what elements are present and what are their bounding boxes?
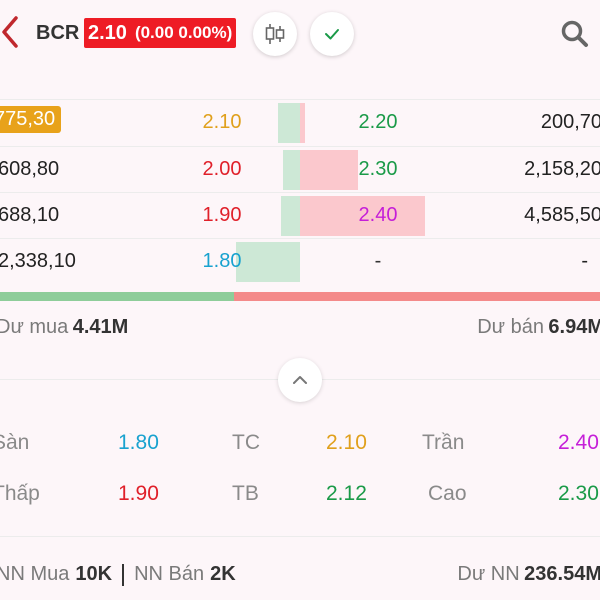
sell-ratio-fill (234, 292, 600, 301)
ask-price[interactable]: 2.30 (358, 158, 398, 180)
reference-label: TC (232, 431, 260, 454)
bid-volume: 775,30 (0, 106, 62, 133)
ceiling-label: Trần (422, 431, 465, 454)
foreign-buy-label: NN Mua (0, 563, 70, 585)
ask-volume: 200,70 (540, 111, 600, 133)
chevron-up-icon (293, 376, 307, 384)
average-label: TB (232, 482, 259, 505)
divider (0, 192, 600, 193)
ticker-symbol: BCR (36, 22, 80, 44)
total-sell-value: 6.94M (548, 316, 600, 338)
divider (0, 238, 600, 239)
ask-price[interactable]: 2.20 (358, 111, 398, 133)
floor-label: Sàn (0, 431, 30, 454)
bid-price[interactable]: 1.90 (202, 204, 242, 226)
candlestick-icon (265, 24, 285, 44)
orderbook-row[interactable]: 608,80 2.00 2.30 2,158,20 (0, 147, 600, 193)
ask-price[interactable]: 2.40 (358, 204, 398, 226)
ask-price[interactable]: - (374, 250, 382, 272)
chevron-left-icon (2, 16, 18, 48)
floor-value: 1.80 (118, 431, 159, 454)
total-sell-label: Dư bán (477, 316, 544, 338)
buy-sell-ratio-bar (0, 292, 600, 301)
price-change: (0.00 0.00%) (134, 23, 233, 42)
high-value: 2.30 (558, 482, 599, 505)
orderbook-row[interactable]: 688,10 1.90 2.40 4,585,50 (0, 193, 600, 239)
back-button[interactable] (0, 14, 26, 50)
orderbook-row[interactable]: 775,30 2.10 2.20 200,70 (0, 100, 600, 146)
foreign-sell-value: 2K (210, 563, 236, 585)
bid-volume-bar (283, 150, 300, 190)
foreign-net-value: 236.54M (524, 563, 600, 585)
divider (0, 99, 600, 100)
separator (122, 563, 125, 586)
foreign-net: Dư NN 236.54M (457, 563, 600, 586)
foreign-trading: NN Mua 10K NN Bán 2K (0, 563, 236, 586)
ask-volume-bar (300, 103, 305, 143)
ask-volume: - (581, 250, 588, 272)
low-value: 1.90 (118, 482, 159, 505)
total-buy: Dư mua 4.41M (0, 316, 128, 339)
collapse-button[interactable] (278, 358, 322, 402)
buy-ratio-fill (0, 292, 234, 301)
search-button[interactable] (560, 12, 600, 56)
foreign-net-label: Dư NN (457, 563, 520, 585)
ask-volume: 4,585,50 (524, 204, 600, 226)
ceiling-value: 2.40 (558, 431, 599, 454)
average-value: 2.12 (326, 482, 367, 505)
confirm-button[interactable] (310, 12, 354, 56)
low-label: Thấp (0, 482, 40, 505)
high-label: Cao (428, 482, 467, 505)
foreign-buy-value: 10K (75, 563, 113, 585)
reference-value: 2.10 (326, 431, 367, 454)
bid-volume-bar (236, 242, 300, 282)
price-badge: 2.10 (0.00 0.00%) (84, 18, 237, 48)
bid-price[interactable]: 2.10 (202, 111, 242, 133)
bid-price[interactable]: 2.00 (202, 158, 242, 180)
foreign-sell-label: NN Bán (134, 563, 205, 585)
ask-volume-bar (300, 196, 425, 236)
bid-price[interactable]: 1.80 (202, 250, 242, 272)
bid-volume: 608,80 (0, 158, 60, 180)
total-buy-label: Dư mua (0, 316, 69, 338)
search-icon (561, 20, 588, 47)
bid-volume: 688,10 (0, 204, 60, 226)
orderbook-row[interactable]: 2,338,10 1.80 - - (0, 239, 600, 285)
bid-volume-bar (281, 196, 300, 236)
divider (0, 146, 600, 147)
ask-volume-bar (300, 150, 358, 190)
bid-volume-bar (278, 103, 300, 143)
ask-volume: 2,158,20 (524, 158, 600, 180)
bid-volume: 2,338,10 (0, 250, 76, 272)
chart-button[interactable] (253, 12, 297, 56)
total-buy-value: 4.41M (72, 316, 129, 338)
divider (0, 536, 600, 537)
total-sell: Dư bán 6.94M (477, 316, 600, 339)
check-icon (325, 29, 339, 40)
current-price: 2.10 (88, 21, 127, 44)
